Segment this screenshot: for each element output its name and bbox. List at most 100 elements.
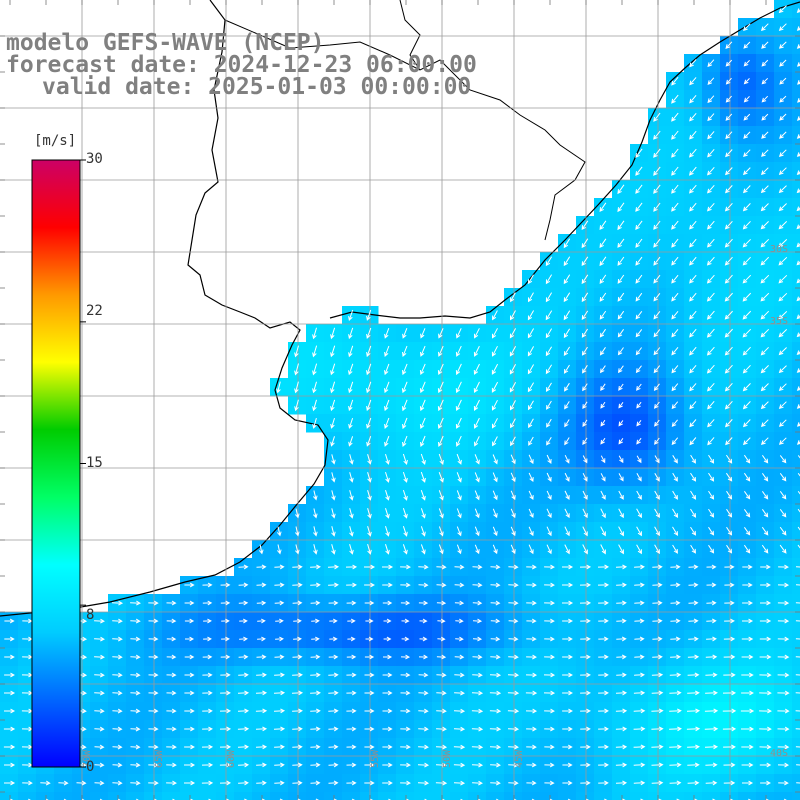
wind-vector-arrow	[490, 582, 501, 588]
wind-vector-arrow	[184, 654, 195, 660]
wind-vector-arrow	[491, 399, 498, 411]
coastline-outline	[0, 0, 329, 617]
wind-vector-arrow	[636, 420, 642, 427]
wind-vector-arrow	[400, 672, 411, 678]
wind-vector-arrow	[438, 508, 444, 519]
wind-vector-arrow	[740, 708, 755, 714]
wind-vector-arrow	[797, 490, 800, 498]
wind-vector-arrow	[672, 526, 679, 537]
wind-vector-arrow	[436, 564, 447, 570]
grid-label-longitude: 45W	[514, 749, 525, 768]
wind-vector-arrow	[455, 399, 462, 412]
wind-vector-arrow	[437, 636, 446, 642]
wind-vector-arrow	[366, 399, 372, 412]
wind-vector-arrow	[275, 618, 284, 624]
wind-vector-arrow	[510, 400, 516, 411]
wind-vector-arrow	[633, 726, 646, 732]
wind-vector-arrow	[742, 618, 754, 624]
wind-vector-arrow	[600, 473, 606, 482]
wind-vector-arrow	[310, 708, 321, 714]
wind-vector-arrow	[510, 292, 516, 303]
wind-vector-arrow	[598, 708, 609, 714]
wind-speed-cell	[432, 792, 451, 800]
wind-vector-arrow	[564, 454, 570, 464]
wind-vector-arrow	[564, 437, 570, 446]
wind-vector-arrow	[707, 77, 715, 85]
wind-speed-cell	[792, 252, 800, 271]
wind-vector-arrow	[778, 347, 787, 356]
wind-vector-arrow	[330, 363, 336, 376]
wind-vector-arrow	[546, 418, 552, 428]
wind-vector-arrow	[367, 526, 372, 537]
wind-vector-arrow	[563, 364, 570, 374]
wind-vector-arrow	[310, 744, 321, 750]
wind-vector-arrow	[654, 526, 660, 537]
wind-vector-arrow	[634, 654, 645, 660]
wind-vector-arrow	[690, 454, 696, 464]
grid-labels: 30S 35S 40S 70W 65W 60W 55W 50W 45W	[82, 244, 788, 768]
wind-vector-arrow	[544, 564, 555, 570]
wind-speed-cell	[288, 792, 307, 800]
wind-vector-arrow	[438, 453, 444, 465]
title-forecast-date: forecast date: 2024-12-23 06:00:00	[6, 52, 477, 78]
wind-speed-cell	[792, 342, 800, 361]
wind-speed-cell	[270, 792, 289, 800]
wind-vector-arrow	[599, 274, 607, 284]
wind-vector-arrow	[796, 116, 800, 121]
wind-vector-arrow	[617, 202, 625, 213]
wind-vector-arrow	[201, 744, 214, 750]
wind-vector-arrow	[237, 762, 250, 768]
wind-vector-arrow	[367, 472, 372, 483]
wind-vector-arrow	[438, 526, 444, 537]
wind-vector-arrow	[295, 508, 300, 519]
wind-vector-arrow	[599, 238, 607, 249]
wind-vector-arrow	[420, 490, 426, 501]
wind-vector-arrow	[759, 690, 772, 696]
wind-vector-arrow	[726, 490, 733, 500]
wind-vector-arrow	[743, 454, 751, 464]
wind-vector-arrow	[797, 455, 800, 462]
wind-vector-arrow	[669, 780, 682, 786]
wind-vector-arrow	[778, 780, 789, 786]
wind-vector-arrow	[797, 544, 800, 549]
wind-vector-arrow	[527, 400, 534, 411]
wind-vector-arrow	[688, 564, 699, 570]
wind-vector-arrow	[581, 256, 589, 267]
wind-vector-arrow	[600, 437, 606, 445]
wind-vector-arrow	[492, 508, 498, 519]
wind-vector-arrow	[634, 618, 645, 624]
wind-vector-arrow	[671, 166, 679, 176]
wind-vector-arrow	[671, 365, 679, 374]
wind-vector-arrow	[58, 780, 69, 786]
wind-vector-arrow	[274, 600, 285, 606]
wind-vector-arrow	[166, 600, 177, 606]
wind-vector-arrow	[743, 131, 751, 139]
wind-vector-arrow	[400, 654, 411, 660]
wind-vector-arrow	[130, 672, 141, 678]
wind-vector-arrow	[670, 582, 681, 588]
wind-vector-arrow	[795, 710, 800, 712]
wind-vector-arrow	[707, 202, 715, 212]
wind-vector-arrow	[654, 490, 660, 500]
wind-vector-arrow	[796, 422, 800, 427]
wind-vector-arrow	[598, 672, 609, 678]
wind-speed-cell	[72, 792, 91, 800]
wind-vector-arrow	[348, 436, 354, 447]
wind-vector-arrow	[615, 744, 628, 750]
wind-vector-arrow	[634, 636, 645, 642]
wind-vector-arrow	[689, 202, 697, 212]
wind-vector-arrow	[489, 690, 502, 696]
wind-vector-arrow	[633, 708, 646, 714]
wind-vector-arrow	[689, 112, 697, 122]
wind-vector-arrow	[237, 726, 250, 732]
wind-vector-arrow	[689, 220, 697, 230]
wind-vector-arrow	[489, 708, 502, 714]
wind-vector-arrow	[724, 328, 733, 338]
wind-vector-arrow	[581, 328, 589, 338]
wind-speed-cell	[792, 126, 800, 145]
wind-vector-arrow	[94, 744, 105, 750]
wind-vector-arrow	[671, 437, 679, 446]
wind-vector-arrow	[256, 564, 267, 570]
wind-vector-arrow	[4, 690, 16, 696]
